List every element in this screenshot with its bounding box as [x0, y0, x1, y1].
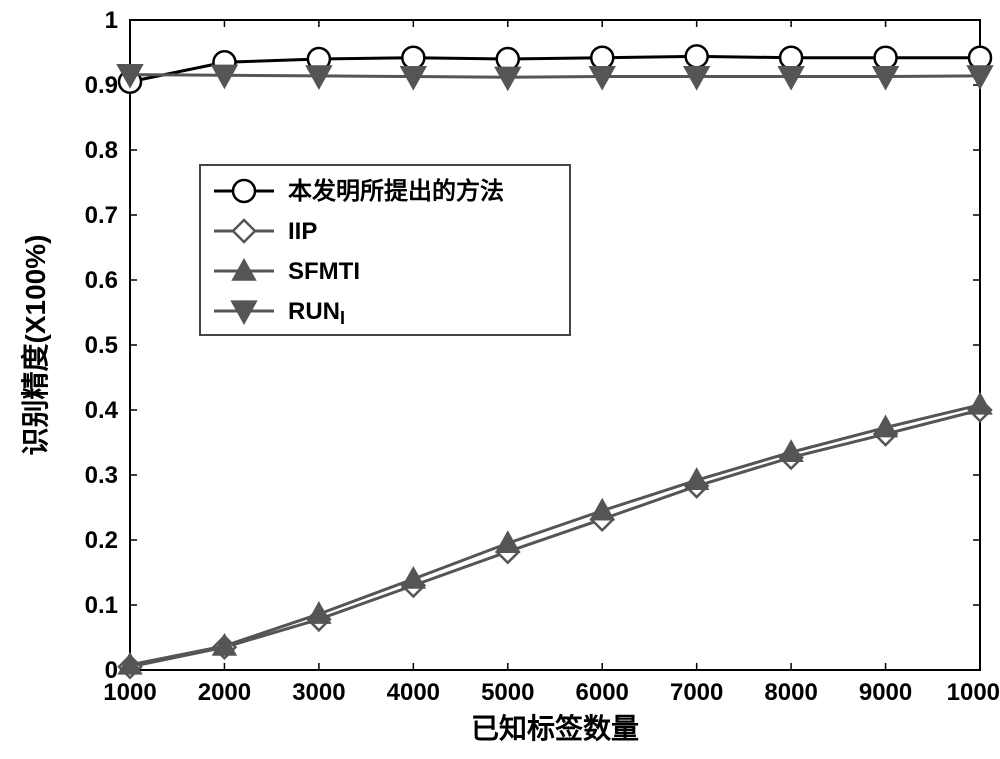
- marker-circle: [686, 45, 708, 67]
- y-tick-label: 0.7: [85, 202, 118, 229]
- y-axis-label: 识别精度(X100%): [20, 235, 51, 456]
- y-tick-label: 0.3: [85, 462, 118, 489]
- x-tick-label: 3000: [292, 679, 345, 706]
- marker-circle: [591, 47, 613, 69]
- y-tick-label: 1: [105, 7, 118, 34]
- x-tick-label: 6000: [576, 679, 629, 706]
- legend-label: IIP: [288, 218, 317, 245]
- series-SFMTI: [119, 394, 991, 674]
- y-tick-label: 0.6: [85, 267, 118, 294]
- y-tick-label: 0.8: [85, 137, 118, 164]
- marker-triangle: [308, 603, 330, 623]
- legend-label: 本发明所提出的方法: [288, 177, 504, 205]
- x-tick-label: 9000: [859, 679, 912, 706]
- line-chart: 1000200030004000500060007000800090001000…: [0, 0, 1000, 759]
- marker-triangle: [402, 568, 424, 588]
- x-tick-label: 4000: [387, 679, 440, 706]
- y-tick-label: 0.1: [85, 592, 118, 619]
- x-axis-label: 已知标签数量: [471, 712, 639, 744]
- legend-label: RUNI: [288, 298, 345, 328]
- x-tick-label: 2000: [198, 679, 251, 706]
- y-tick-label: 0.2: [85, 527, 118, 554]
- series-本发明所提出的方法: [119, 45, 991, 92]
- x-tick-label: 5000: [481, 679, 534, 706]
- chart-container: 1000200030004000500060007000800090001000…: [0, 0, 1000, 759]
- legend-label: SFMTI: [288, 258, 360, 285]
- marker-circle: [780, 47, 802, 69]
- marker-circle: [402, 47, 424, 69]
- marker-circle: [875, 47, 897, 69]
- y-tick-label: 0.4: [85, 397, 119, 424]
- legend: 本发明所提出的方法 IIP SFMTI RUNI: [200, 165, 570, 335]
- x-tick-label: 7000: [670, 679, 723, 706]
- y-tick-label: 0.9: [85, 72, 118, 99]
- series-line: [130, 410, 980, 667]
- marker-circle: [233, 180, 255, 202]
- series-RUN_I: [118, 65, 992, 89]
- y-tick-label: 0.5: [85, 332, 118, 359]
- y-tick-label: 0: [105, 657, 118, 684]
- marker-triangle: [969, 394, 991, 414]
- x-tick-label: 10000: [947, 679, 1000, 706]
- x-tick-label: 8000: [764, 679, 817, 706]
- series-line: [130, 75, 980, 78]
- plot-border: [130, 20, 980, 670]
